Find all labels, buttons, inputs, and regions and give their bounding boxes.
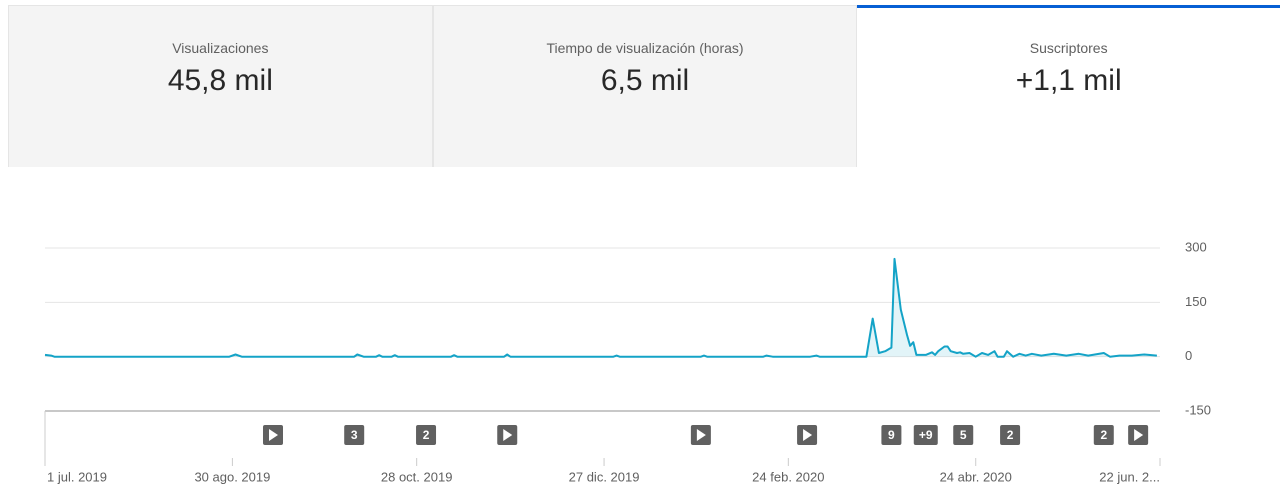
metric-tab[interactable]: Tiempo de visualización (horas) 6,5 mil	[432, 5, 858, 167]
x-tick-label: 22 jun. 2...	[1099, 469, 1160, 484]
video-marker	[690, 425, 711, 445]
metric-tab[interactable]: Visualizaciones 45,8 mil	[8, 5, 433, 167]
area	[45, 258, 1157, 357]
video-marker	[953, 425, 974, 445]
marker-label: 2	[1007, 428, 1014, 442]
play-icon	[268, 429, 278, 441]
marker-label: 9	[888, 428, 895, 442]
metric-value: +1,1 mil	[1015, 64, 1122, 97]
video-marker	[1128, 425, 1149, 445]
marker-label: +9	[919, 428, 933, 442]
video-marker	[881, 425, 902, 445]
metric-label: Visualizaciones	[172, 40, 269, 56]
play-icon	[803, 429, 813, 441]
x-tick-label: 30 ago. 2019	[194, 469, 270, 484]
metric-value: 6,5 mil	[600, 64, 690, 97]
y-tick-label: -150	[1185, 402, 1211, 417]
marker-label: 3	[351, 428, 358, 442]
metric-value: 45,8 mil	[167, 64, 273, 97]
line	[44, 257, 1157, 358]
y-tick-label: 300	[1185, 239, 1207, 254]
marker-label: 5	[960, 428, 967, 442]
y-tick-label: 0	[1185, 348, 1192, 363]
video-marker	[797, 425, 818, 445]
video-marker	[1000, 425, 1021, 445]
play-icon	[503, 429, 513, 441]
video-marker	[913, 425, 938, 445]
x-tick-label: 24 feb. 2020	[752, 469, 824, 484]
marker-label: 2	[423, 428, 430, 442]
play-icon	[1134, 429, 1144, 441]
video-marker	[1093, 425, 1114, 445]
x-tick-label: 27 dic. 2019	[569, 469, 640, 484]
metric-tabs: Visualizaciones 45,8 mil Tiempo de visuali…	[8, 5, 1281, 167]
metric-label: Suscriptores	[1029, 40, 1108, 56]
video-marker	[497, 425, 518, 445]
video-marker	[344, 425, 365, 445]
x-tick-label: 1 jul. 2019	[47, 469, 107, 484]
x-tick-label: 24 abr. 2020	[940, 469, 1012, 484]
video-marker	[416, 425, 437, 445]
metric-label: Tiempo de visualización (horas)	[546, 40, 744, 56]
video-marker	[262, 425, 283, 445]
y-tick-label: 150	[1185, 294, 1207, 309]
x-tick-label: 28 oct. 2019	[381, 469, 453, 484]
marker-label: 2	[1100, 428, 1107, 442]
play-icon	[696, 429, 706, 441]
metric-tab[interactable]: Suscriptores +1,1 mil	[857, 5, 1281, 167]
